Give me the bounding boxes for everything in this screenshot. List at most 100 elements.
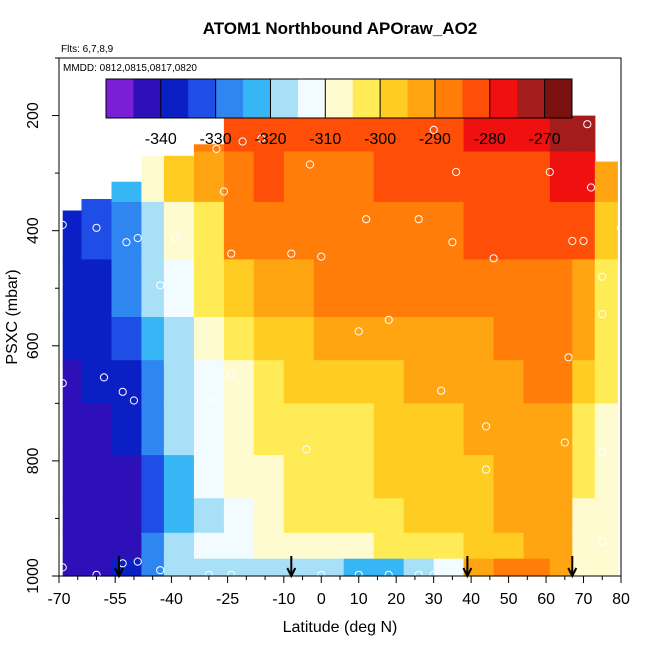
observation-point bbox=[560, 438, 569, 447]
colorbar-swatch bbox=[133, 79, 162, 118]
heatmap-cell bbox=[463, 259, 495, 318]
colorbar-swatch bbox=[215, 79, 244, 118]
heatmap-cell bbox=[62, 360, 82, 404]
colorbar-swatch bbox=[352, 79, 381, 118]
x-tick-label: -40 bbox=[160, 591, 183, 608]
heatmap-cell bbox=[253, 498, 285, 534]
heatmap-cell bbox=[223, 403, 255, 456]
heatmap-cell bbox=[81, 199, 113, 203]
colorbar-swatch bbox=[160, 79, 189, 118]
colorbar-swatch bbox=[434, 79, 463, 118]
heatmap-cell bbox=[62, 259, 82, 318]
observation-point bbox=[568, 236, 577, 246]
x-tick-label: -55 bbox=[104, 591, 127, 608]
observation-point bbox=[384, 315, 393, 324]
observation-point bbox=[133, 557, 142, 566]
heatmap-cell bbox=[193, 360, 225, 404]
heatmap-cell bbox=[594, 498, 618, 534]
colorbar-swatch bbox=[188, 79, 217, 118]
heatmap-cell bbox=[313, 317, 345, 361]
colorbar-tick-label: -300 bbox=[364, 131, 396, 148]
heatmap-cell bbox=[403, 317, 435, 361]
heatmap-cell bbox=[594, 161, 618, 203]
colorbar bbox=[105, 78, 573, 119]
heatmap-cell bbox=[163, 455, 195, 499]
observation-point bbox=[583, 120, 592, 129]
observation-point bbox=[302, 445, 311, 454]
heatmap-cell bbox=[343, 151, 375, 203]
heatmap-cell bbox=[572, 558, 596, 577]
heatmap-cell bbox=[81, 360, 113, 404]
colorbar-swatch bbox=[517, 79, 546, 118]
heatmap-cell bbox=[193, 259, 225, 318]
heatmap-cell bbox=[81, 317, 113, 361]
heatmap-cell bbox=[463, 558, 495, 577]
observation-point bbox=[156, 566, 165, 575]
heatmap-cell bbox=[283, 259, 315, 318]
observation-point bbox=[317, 252, 326, 261]
heatmap-cell bbox=[313, 259, 345, 318]
observation-point bbox=[414, 570, 423, 579]
heatmap-cell bbox=[373, 532, 405, 560]
heatmap-cell bbox=[373, 455, 405, 499]
observation-point bbox=[92, 223, 101, 232]
heatmap-cell bbox=[313, 455, 345, 499]
heatmap-cell bbox=[193, 532, 225, 560]
heatmap-cell bbox=[62, 210, 82, 260]
heatmap-cell bbox=[283, 115, 315, 153]
x-tick-label: -70 bbox=[47, 591, 70, 608]
x-tick-label: 10 bbox=[350, 591, 368, 608]
heatmap-cell bbox=[523, 151, 551, 203]
x-tick-label: -10 bbox=[272, 591, 295, 608]
heatmap-cell bbox=[141, 317, 165, 361]
heatmap-cell bbox=[313, 403, 345, 456]
colorbar-tick-label: -290 bbox=[419, 131, 451, 148]
heatmap-cell bbox=[549, 115, 573, 153]
heatmap-cell bbox=[223, 259, 255, 318]
observation-point bbox=[362, 215, 371, 224]
colorbar-swatch bbox=[297, 79, 326, 118]
observation-point bbox=[414, 215, 423, 224]
heatmap-cell bbox=[343, 455, 375, 499]
heatmap-cell bbox=[403, 259, 435, 318]
heatmap-cell bbox=[111, 403, 143, 456]
heatmap-cell bbox=[193, 151, 225, 203]
x-tick-label: 0 bbox=[317, 591, 326, 608]
heatmap-cell bbox=[343, 201, 375, 261]
heatmap-cell bbox=[141, 201, 165, 261]
heatmap-cell bbox=[572, 498, 596, 534]
heatmap-cell bbox=[223, 558, 255, 577]
heatmap-cell bbox=[523, 201, 551, 261]
heatmap-cell bbox=[141, 360, 165, 404]
heatmap-cell bbox=[313, 115, 345, 153]
heatmap-cell bbox=[163, 403, 195, 456]
heatmap-cell bbox=[193, 317, 225, 361]
heatmap-cell bbox=[493, 151, 525, 203]
heatmap-cell bbox=[62, 317, 82, 361]
heatmap-cell bbox=[223, 151, 255, 203]
heatmap-cell bbox=[141, 455, 165, 499]
heatmap-cell bbox=[463, 360, 495, 404]
heatmap-cell bbox=[253, 455, 285, 499]
heatmap-cell bbox=[313, 558, 345, 577]
heatmap-cell bbox=[572, 403, 596, 456]
x-tick-label: 80 bbox=[612, 591, 630, 608]
observation-point bbox=[156, 281, 165, 290]
heatmap-cell bbox=[62, 498, 82, 534]
heatmap-cell bbox=[81, 558, 113, 577]
heatmap-cell bbox=[313, 151, 345, 203]
x-tick-label: 40 bbox=[462, 591, 480, 608]
observation-point bbox=[133, 234, 142, 243]
heatmap-cell bbox=[223, 317, 255, 361]
x-tick-label: 20 bbox=[387, 591, 405, 608]
heatmap-cell bbox=[403, 151, 435, 203]
heatmap-cell bbox=[163, 558, 195, 577]
colorbar-swatch bbox=[462, 79, 491, 118]
heatmap-cells bbox=[62, 115, 618, 577]
heatmap-cell bbox=[433, 151, 465, 203]
heatmap-cell bbox=[163, 317, 195, 361]
heatmap-cell bbox=[111, 201, 143, 261]
observation-point bbox=[489, 254, 498, 263]
heatmap-cell bbox=[433, 498, 465, 534]
x-tick-label: 70 bbox=[575, 591, 593, 608]
